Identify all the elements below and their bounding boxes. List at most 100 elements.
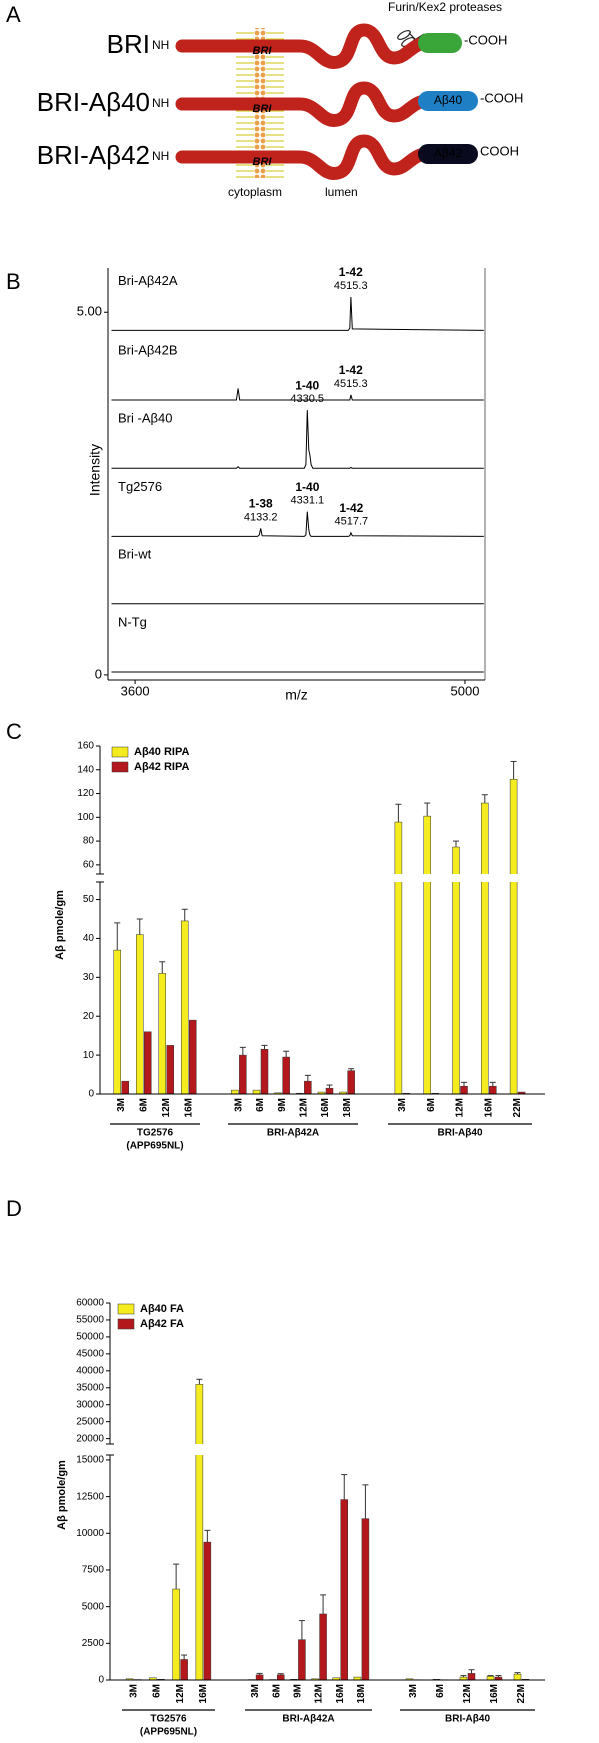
bar	[319, 1613, 327, 1681]
y-tick-label: 35000	[76, 1382, 104, 1393]
x-tick-label: 22M	[516, 1684, 527, 1703]
y-tick-label: 2500	[82, 1638, 105, 1649]
bar	[452, 846, 460, 1095]
construct-name: BRI	[107, 29, 150, 59]
bar	[195, 1384, 204, 1681]
x-tick-label: 3M	[116, 1098, 127, 1112]
y-tick-label: 0	[98, 1675, 104, 1686]
y-tick-label: 120	[77, 788, 94, 799]
bar	[180, 1659, 188, 1681]
peptide-label: Aβ40	[434, 93, 463, 107]
compartment-label: cytoplasm	[228, 185, 282, 199]
y-tick-label: 50000	[76, 1332, 104, 1343]
y-tick-label: 160	[77, 741, 94, 752]
axis-break	[94, 874, 545, 882]
peak-mass: 4517.7	[335, 516, 369, 528]
trace-label: Bri -Aβ40	[118, 411, 172, 426]
peptide-label: Aβ42	[434, 146, 463, 160]
legend-label: Aβ40 FA	[140, 1303, 184, 1315]
y-tick-label: 5.00	[77, 304, 102, 319]
peak-mass: 4330.5	[290, 393, 324, 405]
legend-swatch	[111, 761, 129, 773]
x-tick-label: 9M	[277, 1098, 288, 1112]
axis-break	[104, 1444, 545, 1455]
y-tick-label: 140	[77, 764, 94, 775]
domain-label: BRI	[253, 45, 273, 57]
legend-label: Aβ42 RIPA	[134, 761, 189, 773]
n-terminus: NH	[152, 38, 169, 52]
y-tick-label: 30	[83, 972, 95, 983]
bar	[252, 1089, 261, 1095]
bar	[181, 920, 189, 1095]
group-label: BRI-Aβ42A	[267, 1128, 319, 1139]
bar	[325, 1087, 334, 1095]
trace-label: Bri-wt	[118, 546, 152, 561]
x-tick-label: 12M	[462, 1684, 473, 1703]
x-tick-label: 16M	[483, 1098, 494, 1117]
bar	[298, 1639, 306, 1681]
y-tick-label: 15000	[76, 1455, 104, 1466]
group-label: BRI-Aβ40	[438, 1128, 483, 1139]
bar	[113, 949, 121, 1095]
bar	[231, 1089, 239, 1095]
legend-label: Aβ40 RIPA	[134, 746, 189, 758]
peak-mass: 4331.1	[291, 495, 325, 507]
bar	[144, 1031, 152, 1095]
y-tick-label: 55000	[76, 1315, 104, 1326]
x-tick-label: 16M	[183, 1098, 194, 1117]
x-tick-label: 6M	[138, 1098, 149, 1112]
x-tick-label: 6M	[426, 1098, 437, 1112]
bar	[277, 1674, 285, 1681]
construct-name: BRI-Aβ40	[37, 87, 150, 117]
construct-name: BRI-Aβ42	[37, 140, 150, 170]
legend-label: Aβ42 FA	[140, 1318, 184, 1330]
n-terminus: NH	[152, 96, 169, 110]
x-axis-label: m/z	[285, 687, 308, 703]
bar	[486, 1676, 495, 1681]
y-tick-label: 10000	[76, 1528, 104, 1539]
y-tick-label: 80	[83, 836, 95, 847]
bar	[239, 1054, 247, 1095]
x-tick-label: 6M	[255, 1098, 266, 1112]
spectrum-trace	[111, 511, 484, 537]
bar	[189, 1019, 197, 1095]
group-label: TG2576	[137, 1128, 174, 1139]
legend-swatch	[117, 1303, 135, 1315]
x-tick-label: 12M	[314, 1684, 325, 1703]
c-terminus: COOH	[480, 143, 519, 158]
y-tick-label: 0	[88, 1089, 94, 1100]
bar	[347, 1070, 355, 1095]
bar	[460, 1085, 468, 1095]
bar	[121, 1080, 129, 1095]
bar	[361, 1518, 370, 1681]
group-sublabel: (APP695NL)	[126, 1141, 183, 1152]
x-tick-label: 12M	[175, 1684, 186, 1703]
peak-label: 1-40	[295, 378, 319, 392]
bar	[304, 1080, 312, 1095]
y-tick-label: 10	[83, 1050, 95, 1061]
c-terminal-peptide	[418, 33, 462, 53]
peak-label: 1-42	[339, 363, 363, 377]
bar	[255, 1674, 264, 1681]
x-tick-label: 12M	[161, 1098, 172, 1117]
x-tick-label: 18M	[342, 1098, 353, 1117]
group-label: TG2576	[150, 1714, 187, 1725]
c-terminus: -COOH	[464, 32, 507, 47]
x-tick-label: 6M	[435, 1684, 446, 1698]
bar	[136, 934, 144, 1095]
y-tick-label: 40000	[76, 1365, 104, 1376]
y-axis-label: Aβ pmole/gm	[54, 890, 66, 960]
panel-label: A	[6, 2, 21, 27]
x-tick-label: 6M	[152, 1684, 163, 1698]
y-axis-label: Aβ pmole/gm	[56, 1460, 68, 1530]
peak-label: 1-42	[339, 501, 363, 515]
bar	[467, 1673, 476, 1681]
y-tick-label: 7500	[82, 1565, 105, 1576]
trace-label: Bri-Aβ42B	[118, 342, 178, 357]
compartment-label: lumen	[325, 185, 358, 199]
spectrum-trace	[111, 388, 484, 401]
bar	[489, 1085, 497, 1095]
group-label: BRI-Aβ42A	[282, 1714, 334, 1725]
x-tick-label: 5000	[451, 683, 480, 698]
x-tick-label: 6M	[271, 1684, 282, 1698]
